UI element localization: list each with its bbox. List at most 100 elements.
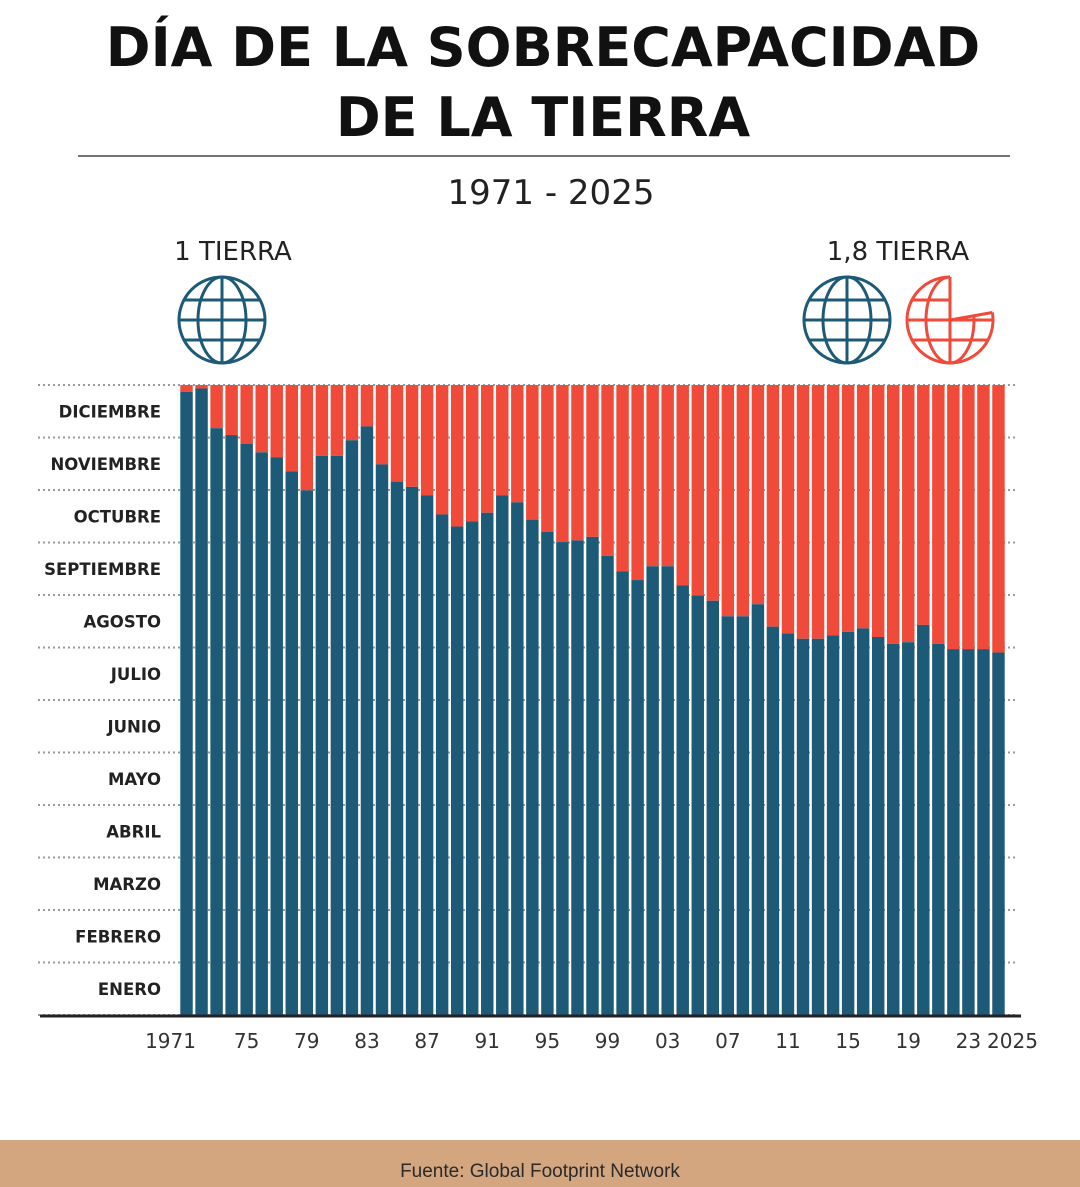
- bar-within-capacity-2017: [871, 637, 885, 1015]
- bar-overshoot-1987: [420, 385, 434, 496]
- bar-within-capacity-2011: [781, 633, 795, 1015]
- bar-within-capacity-1978: [285, 471, 298, 1015]
- bar-overshoot-2001: [631, 385, 644, 581]
- month-label: SEPTIEMBRE: [44, 560, 161, 579]
- bar-overshoot-2005: [691, 385, 704, 596]
- bar-overshoot-2003: [661, 385, 674, 567]
- bar-within-capacity-2022: [947, 649, 960, 1015]
- bar-within-capacity-1985: [390, 481, 404, 1015]
- bar-overshoot-2011: [781, 385, 795, 634]
- bar-overshoot-1971: [180, 385, 193, 392]
- bar-within-capacity-1987: [420, 495, 434, 1015]
- bar-overshoot-1972: [195, 385, 208, 389]
- bar-within-capacity-2018: [887, 643, 900, 1015]
- bar-within-capacity-2004: [676, 585, 689, 1015]
- x-tick-label: 79: [294, 1029, 319, 1053]
- bar-overshoot-1999: [601, 385, 614, 556]
- bar-within-capacity-1974: [225, 435, 238, 1015]
- month-label: ENERO: [98, 980, 161, 999]
- x-tick-label: 15: [835, 1029, 860, 1053]
- bar-overshoot-1974: [225, 385, 238, 436]
- bar-within-capacity-2002: [646, 566, 659, 1015]
- bar-overshoot-1996: [556, 385, 569, 543]
- bar-within-capacity-2006: [706, 600, 720, 1015]
- x-tick-label: 75: [234, 1029, 259, 1053]
- bar-overshoot-1986: [405, 385, 419, 487]
- bar-within-capacity-1997: [571, 540, 584, 1015]
- source-text: Fuente: Global Footprint Network: [400, 1161, 680, 1182]
- bar-within-capacity-1984: [375, 464, 389, 1016]
- bar-overshoot-2010: [766, 385, 780, 627]
- bar-overshoot-2023: [962, 385, 975, 650]
- globe-icon: [177, 275, 267, 365]
- bar-overshoot-1977: [270, 385, 283, 458]
- bar-overshoot-1994: [526, 385, 539, 520]
- bar-within-capacity-1973: [210, 428, 223, 1015]
- chart: DICIEMBRE NOVIEMBRE OCTUBRE SEPTIEMBRE AGOST…: [38, 384, 1038, 1053]
- bar-within-capacity-2013: [811, 638, 825, 1015]
- bar-within-capacity-2015: [841, 631, 855, 1015]
- bar-within-capacity-1988: [435, 514, 449, 1015]
- bar-overshoot-1980: [315, 385, 329, 456]
- bar-within-capacity-1992: [496, 495, 509, 1015]
- bar-overshoot-1989: [450, 385, 464, 527]
- bar-within-capacity-1996: [556, 542, 569, 1015]
- x-tick-label: 83: [354, 1029, 379, 1053]
- bar-within-capacity-1983: [360, 426, 374, 1015]
- bar-within-capacity-1971: [180, 391, 193, 1015]
- bar-within-capacity-2020: [917, 624, 930, 1015]
- bar-overshoot-2007: [721, 385, 735, 617]
- globe-icon: [802, 275, 892, 365]
- x-tick-label: 23: [956, 1029, 981, 1053]
- bar-within-capacity-1999: [601, 555, 614, 1015]
- bar-overshoot-1979: [300, 385, 314, 491]
- month-label: DICIEMBRE: [59, 402, 161, 421]
- bar-overshoot-1983: [360, 385, 374, 427]
- month-label: FEBRERO: [75, 927, 161, 946]
- x-tick-label: 03: [655, 1029, 680, 1053]
- bar-within-capacity-2003: [661, 566, 674, 1015]
- month-label: JUNIO: [106, 717, 161, 736]
- bar-overshoot-2002: [646, 385, 659, 567]
- bar-overshoot-1973: [210, 385, 223, 429]
- bar-overshoot-1976: [255, 385, 268, 453]
- bar-overshoot-2014: [826, 385, 840, 636]
- x-tick-label: 07: [715, 1029, 740, 1053]
- month-label: AGOSTO: [83, 612, 161, 631]
- bar-within-capacity-2008: [736, 616, 750, 1015]
- bar-within-capacity-1981: [330, 455, 344, 1016]
- bar-overshoot-1975: [240, 385, 253, 444]
- bar-within-capacity-1991: [481, 512, 494, 1015]
- bar-within-capacity-2023: [962, 649, 975, 1015]
- bar-within-capacity-1986: [405, 486, 419, 1016]
- bar-within-capacity-2016: [856, 628, 870, 1015]
- subtitle: 1971 - 2025: [448, 173, 655, 213]
- bar-overshoot-1978: [285, 385, 298, 472]
- bar-within-capacity-2021: [932, 643, 945, 1015]
- bar-overshoot-1990: [465, 385, 479, 522]
- x-tick-label: 11: [775, 1029, 800, 1053]
- bar-overshoot-1993: [511, 385, 524, 503]
- bar-within-capacity-2019: [902, 642, 915, 1015]
- bar-within-capacity-1995: [541, 531, 554, 1015]
- bar-within-capacity-1990: [465, 521, 479, 1015]
- bar-overshoot-2006: [706, 385, 720, 601]
- bar-within-capacity-2025: [992, 652, 1005, 1015]
- bar-overshoot-2004: [676, 385, 689, 586]
- bar-overshoot-1991: [481, 385, 494, 513]
- bar-within-capacity-1994: [526, 519, 539, 1015]
- bar-within-capacity-1976: [255, 452, 268, 1015]
- bar-overshoot-1984: [375, 385, 389, 465]
- bar-within-capacity-2000: [616, 571, 629, 1015]
- bar-overshoot-2015: [841, 385, 855, 632]
- month-label: OCTUBRE: [74, 507, 161, 526]
- bar-overshoot-2018: [887, 385, 900, 644]
- bar-overshoot-2017: [871, 385, 885, 637]
- x-tick-label: 2025: [987, 1029, 1038, 1053]
- footer-bar: [0, 1140, 1080, 1187]
- bar-within-capacity-1993: [511, 502, 524, 1015]
- bar-overshoot-2019: [902, 385, 915, 643]
- bar-overshoot-2008: [736, 385, 750, 617]
- bar-within-capacity-1975: [240, 443, 253, 1015]
